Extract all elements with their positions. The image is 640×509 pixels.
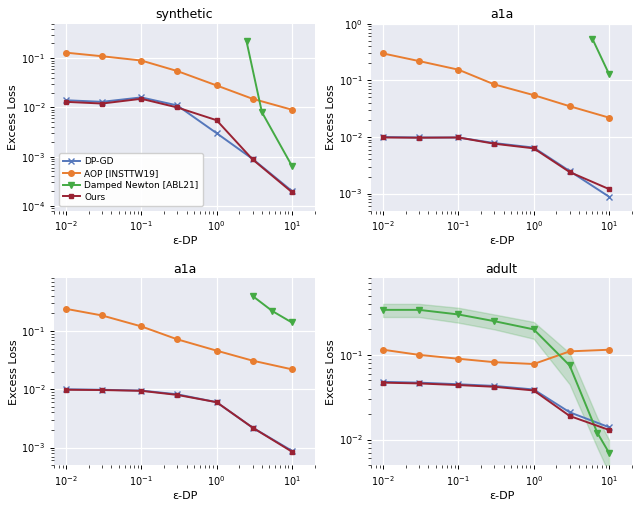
X-axis label: ε-DP: ε-DP	[489, 236, 515, 246]
X-axis label: ε-DP: ε-DP	[172, 236, 197, 246]
AOP [INSTTW19]	[173, 68, 181, 74]
Ours	[173, 104, 181, 110]
Ours	[138, 96, 145, 102]
Damped Newton [ABL21]	[258, 109, 266, 115]
Ours	[212, 117, 220, 123]
AOP [INSTTW19]	[249, 96, 257, 102]
Line: DP-GD: DP-GD	[63, 95, 294, 194]
X-axis label: ε-DP: ε-DP	[489, 491, 515, 501]
AOP [INSTTW19]	[138, 58, 145, 64]
Title: a1a: a1a	[173, 263, 196, 276]
DP-GD	[62, 97, 70, 103]
Line: Ours: Ours	[63, 96, 294, 194]
AOP [INSTTW19]	[62, 49, 70, 55]
Line: Damped Newton [ABL21]: Damped Newton [ABL21]	[244, 39, 294, 168]
X-axis label: ε-DP: ε-DP	[172, 491, 197, 501]
Title: adult: adult	[486, 263, 518, 276]
DP-GD	[288, 188, 296, 194]
Legend: DP-GD, AOP [INSTTW19], Damped Newton [ABL21], Ours: DP-GD, AOP [INSTTW19], Damped Newton [AB…	[59, 153, 203, 206]
Ours	[249, 156, 257, 162]
DP-GD	[249, 156, 257, 162]
Y-axis label: Excess Loss: Excess Loss	[326, 339, 336, 405]
Damped Newton [ABL21]	[243, 38, 250, 44]
Ours	[288, 189, 296, 195]
AOP [INSTTW19]	[212, 82, 220, 89]
DP-GD	[98, 99, 106, 105]
Ours	[98, 100, 106, 106]
Title: synthetic: synthetic	[156, 8, 213, 21]
Title: a1a: a1a	[490, 8, 513, 21]
Y-axis label: Excess Loss: Excess Loss	[8, 84, 19, 150]
Line: AOP [INSTTW19]: AOP [INSTTW19]	[63, 50, 294, 112]
Ours	[62, 99, 70, 105]
AOP [INSTTW19]	[288, 107, 296, 113]
DP-GD	[212, 130, 220, 136]
DP-GD	[138, 94, 145, 100]
DP-GD	[173, 102, 181, 108]
Damped Newton [ABL21]	[288, 163, 296, 169]
AOP [INSTTW19]	[98, 53, 106, 59]
Y-axis label: Excess Loss: Excess Loss	[8, 339, 19, 405]
Y-axis label: Excess Loss: Excess Loss	[326, 84, 335, 150]
